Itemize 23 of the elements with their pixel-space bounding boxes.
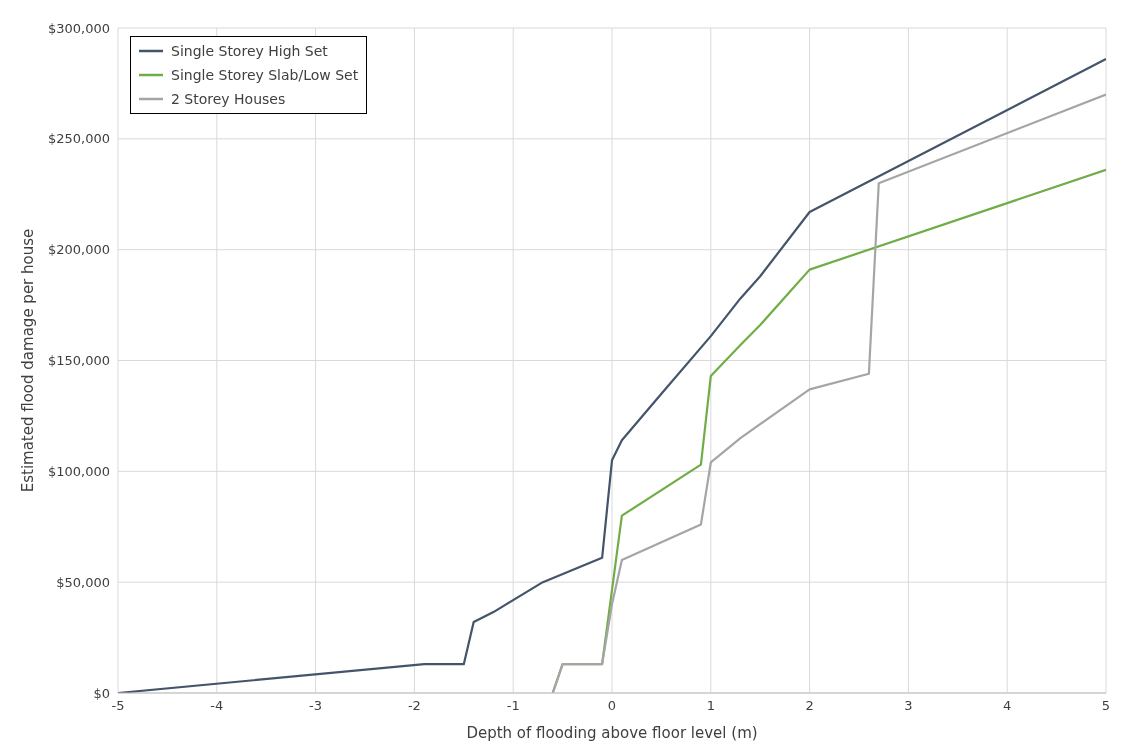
y-tick-label: $50,000 [56, 574, 110, 590]
y-tick-label: $250,000 [47, 131, 110, 147]
legend-label: Single Storey Slab/Low Set [171, 66, 359, 85]
y-tick-label: $150,000 [47, 353, 110, 369]
x-tick-label: -2 [407, 698, 421, 714]
x-tick-label: -1 [506, 698, 520, 714]
x-tick-label: -3 [309, 698, 323, 714]
x-tick-label: 1 [706, 698, 715, 714]
x-tick-label: -4 [210, 698, 224, 714]
x-tick-label: -5 [111, 698, 125, 714]
y-axis-title: Estimated flood damage per house [19, 228, 38, 493]
y-tick-label: $200,000 [47, 242, 110, 258]
y-tick-label: $300,000 [47, 20, 110, 36]
legend-label: Single Storey High Set [171, 42, 328, 61]
x-tick-label: 0 [607, 698, 617, 714]
y-tick-label: $100,000 [47, 463, 110, 479]
x-tick-label: 5 [1101, 698, 1111, 714]
legend-label: 2 Storey Houses [171, 90, 286, 109]
x-tick-label: 2 [805, 698, 814, 714]
y-tick-label: $0 [93, 685, 110, 701]
x-tick-label: 4 [1003, 698, 1012, 714]
x-tick-label: 3 [904, 698, 913, 714]
x-axis-title: Depth of flooding above floor level (m) [466, 724, 758, 742]
